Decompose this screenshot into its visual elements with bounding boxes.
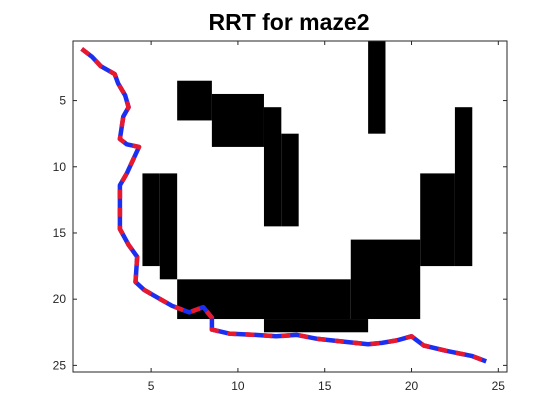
y-tick-label: 10 — [53, 160, 67, 174]
wall-block — [350, 239, 421, 320]
x-tick-label: 25 — [492, 379, 506, 393]
wall-block — [281, 133, 299, 227]
rrt-path — [80, 47, 488, 364]
axes-box — [72, 40, 508, 373]
wall-block — [420, 173, 455, 267]
path-line-red — [80, 47, 488, 364]
x-tick-label: 20 — [405, 379, 419, 393]
wall-block — [368, 41, 386, 134]
wall-block — [454, 107, 473, 267]
x-tick-label: 10 — [231, 379, 245, 393]
y-axis: 5 10 15 20 25 — [53, 94, 507, 372]
x-axis: 5 10 15 20 25 — [148, 41, 506, 393]
chart-title: RRT for maze2 — [208, 9, 369, 35]
wall-block — [177, 80, 212, 121]
y-tick-label: 20 — [53, 292, 67, 306]
wall-block — [177, 279, 351, 320]
wall-block — [263, 107, 282, 227]
y-tick-label: 15 — [53, 226, 67, 240]
y-tick-label: 25 — [53, 358, 67, 372]
wall-block — [211, 93, 264, 147]
x-tick-label: 15 — [318, 379, 332, 393]
plot-area — [72, 40, 508, 373]
wall-block — [263, 319, 369, 333]
wall-block — [159, 173, 178, 280]
wall-block — [142, 173, 160, 267]
y-tick-label: 5 — [59, 94, 66, 108]
maze-walls — [142, 41, 473, 333]
x-tick-label: 5 — [148, 379, 155, 393]
